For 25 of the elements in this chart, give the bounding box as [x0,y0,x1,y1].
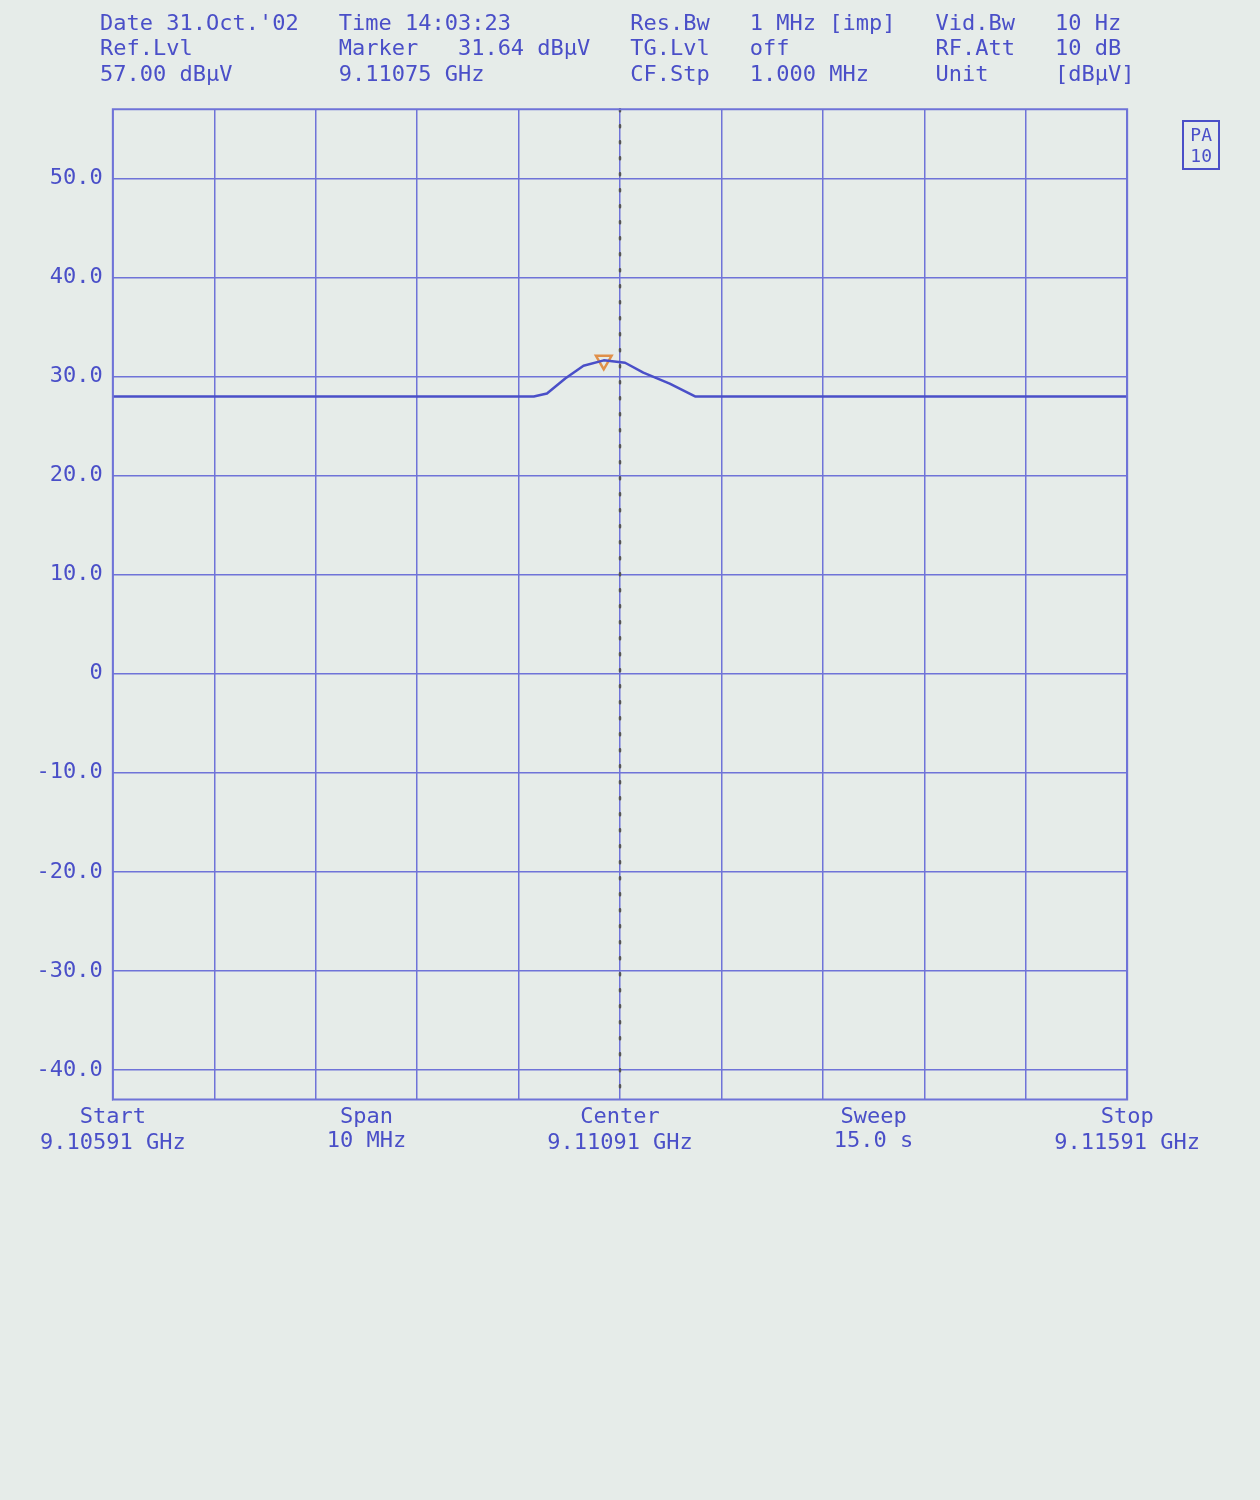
y-tick-label: 10.0 [49,560,103,586]
x-tick-label: 9.10591 GHz [40,1128,186,1154]
text: Vid.Bw RF.Att Unit [935,10,1016,86]
y-tick-label: -20.0 [36,857,103,883]
y-tick-label: 20.0 [49,461,103,487]
text: Res.Bw TG.Lvl CF.Stp [630,10,710,86]
text: Sweep 15.0 s [833,1102,914,1152]
text: 10 Hz 10 dB [dBµV] [1055,10,1135,86]
x-tick-label: 9.11091 GHz [547,1128,693,1154]
text: 1 MHz [imp] off 1.000 MHz [749,10,896,86]
text: Span 10 MHz [326,1102,407,1152]
text: PA 10 [1190,124,1212,166]
text: Time 14:03:23 Marker 31.64 dBµV 9.11075 GHz [338,10,591,86]
text: Date 31.Oct.'02 Ref.Lvl 57.00 dBµV [100,10,299,86]
y-tick-label: 40.0 [49,263,103,289]
y-tick-label: -40.0 [36,1055,103,1081]
y-tick-label: 50.0 [49,164,103,190]
y-tick-label: 0 [89,659,103,685]
y-tick-label: -10.0 [36,758,103,784]
text: Center [580,1102,660,1128]
y-tick-label: 30.0 [49,362,103,388]
x-tick-label: 9.11591 GHz [1054,1128,1200,1154]
y-tick-label: -30.0 [36,956,103,982]
text: Stop [1100,1102,1154,1128]
text: Start [79,1102,146,1128]
